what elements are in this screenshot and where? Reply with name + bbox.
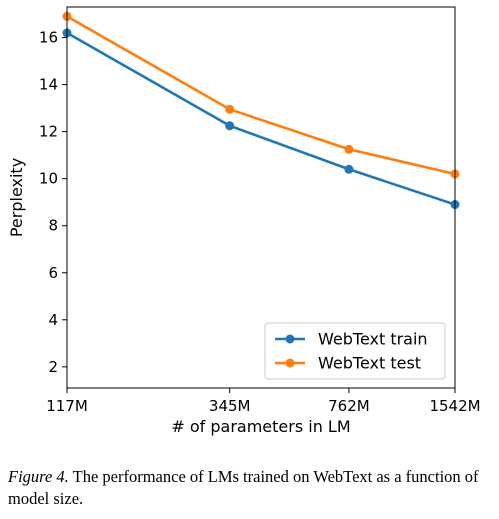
plot-frame bbox=[66, 6, 456, 389]
y-tick-label: 10 bbox=[39, 170, 58, 188]
y-tick-label: 6 bbox=[48, 264, 58, 282]
data-point bbox=[344, 144, 354, 154]
y-tick-label: 14 bbox=[39, 76, 58, 94]
x-axis-ticks: 117M 345M 762M 1542M bbox=[46, 388, 481, 415]
y-tick-label: 8 bbox=[48, 217, 58, 235]
series-line bbox=[65, 15, 457, 176]
caption-text: The performance of LMs trained on WebTex… bbox=[8, 467, 479, 508]
figure-caption: Figure 4. The performance of LMs trained… bbox=[8, 466, 494, 510]
y-tick-label: 16 bbox=[39, 29, 58, 47]
legend-label: WebText test bbox=[318, 354, 421, 373]
legend-marker bbox=[285, 358, 295, 368]
legend-label: WebText train bbox=[318, 330, 428, 349]
x-tick-label: 762M bbox=[328, 397, 370, 415]
y-axis-ticks: 2 4 6 8 10 12 14 16 bbox=[39, 29, 67, 376]
legend: WebText train WebText test bbox=[264, 322, 446, 380]
data-point bbox=[344, 164, 354, 174]
x-tick-label: 1542M bbox=[429, 397, 480, 415]
data-point bbox=[225, 121, 235, 131]
y-axis-label: Perplexity bbox=[7, 158, 26, 237]
legend-box bbox=[264, 322, 446, 380]
figure-label: Figure 4. bbox=[8, 467, 69, 486]
y-tick-label: 12 bbox=[39, 123, 58, 141]
x-tick-label: 117M bbox=[46, 397, 88, 415]
perplexity-line-chart: 117M 345M 762M 1542M 2 4 6 8 10 12 14 16 # of para… bbox=[7, 6, 481, 436]
x-axis-label: # of parameters in LM bbox=[171, 417, 350, 436]
data-point bbox=[225, 104, 235, 114]
y-tick-label: 4 bbox=[48, 311, 58, 329]
x-tick-label: 345M bbox=[209, 397, 251, 415]
y-tick-label: 2 bbox=[48, 358, 58, 376]
legend-marker bbox=[285, 334, 295, 344]
series-line bbox=[65, 31, 457, 206]
series-layer bbox=[62, 11, 460, 210]
